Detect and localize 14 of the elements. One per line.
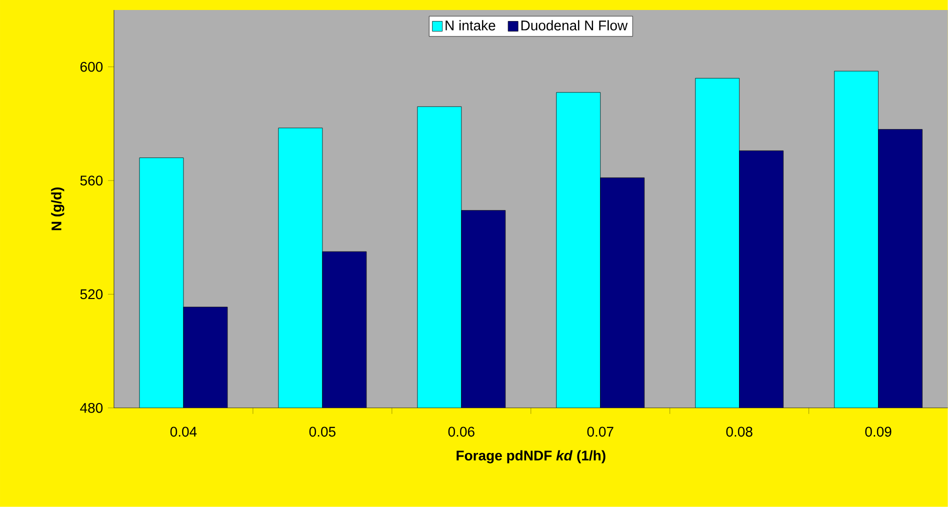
y-tick-label: 520 [80,289,103,300]
x-tick-label: 0.07 [587,426,614,437]
x-tick-label: 0.08 [726,426,752,437]
legend-label: Duodenal N Flow [521,20,628,30]
y-tick-label: 480 [80,402,103,413]
x-tick-label: 0.05 [309,426,336,437]
x-tick-label: 0.09 [865,426,892,437]
y-tick-label: 600 [80,62,103,72]
legend-label: N intake [446,20,496,30]
y-tick-label: 560 [80,176,103,186]
x-tick-label: 0.06 [448,426,474,437]
x-axis-title: Forage pdNDF kd (1/h) [456,450,606,464]
x-tick-label: 0.04 [170,426,197,437]
y-axis-title: N (g/d) [51,188,64,230]
